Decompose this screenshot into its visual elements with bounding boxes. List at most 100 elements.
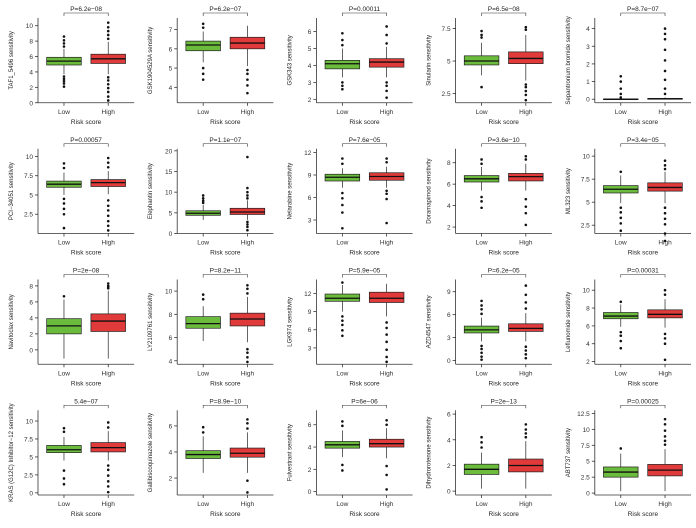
x-tick-label: High [102,109,116,116]
box-high [229,418,266,494]
outlier-point [385,42,388,45]
outlier-point [385,321,388,324]
y-tick-label: 10 [583,288,591,295]
outlier-point [385,340,388,344]
x-axis-label: Risk score [628,250,659,257]
outlier-point [619,339,623,343]
x-tick-label: High [658,240,672,247]
outlier-point [201,194,205,197]
p-value-label: P=8.2e−11 [210,268,242,275]
box-low [185,293,221,342]
iqr-box [368,291,405,303]
outlier-point [341,191,344,195]
outlier-point [480,158,483,161]
y-tick-label: 6 [29,54,33,61]
y-axis-label: Nelarabine sensitivity [287,163,293,220]
outlier-point [341,420,344,423]
y-tick-label: 10 [583,427,591,434]
outlier-point [619,334,623,338]
outlier-point [62,212,66,216]
y-tick-label: 2.5 [24,472,33,479]
p-value-label: P=7.6e−05 [349,137,381,144]
outlier-point [619,170,623,174]
panel-19: 0 2 4 6 Dihydrorotenone sensitivity Low High Ri… [427,398,552,518]
outlier-point [201,431,205,434]
y-tick-label: 15 [165,169,173,176]
outlier-point [341,424,344,428]
y-axis-label: GSK1904529A sensitivity [148,27,154,94]
x-tick-label: High [241,109,255,116]
y-tick-label: 4 [29,69,33,76]
x-tick-label: High [241,370,255,377]
y-tick-label: 2 [29,331,33,338]
outlier-point [524,307,528,310]
y-tick-label: 5 [586,200,590,207]
y-tick-label: 7.5 [581,177,590,184]
outlier-point [663,167,667,171]
outlier-point [663,222,667,226]
outlier-point [663,443,667,446]
outlier-point [524,83,528,86]
y-tick-label: 6 [447,312,451,319]
outlier-point [246,228,249,232]
outlier-point [480,351,483,355]
x-tick-label: Low [336,109,348,116]
box-high [647,27,683,100]
y-tick-label: 5 [447,59,451,66]
outlier-point [480,446,483,449]
outlier-point [480,307,483,311]
outlier-point [62,426,66,430]
y-tick-label: 2.5 [24,212,33,219]
outlier-point [524,435,528,439]
outlier-point [385,160,388,164]
y-tick-label: 5 [29,454,33,461]
y-axis-label: Elephantin sensitivity [148,163,154,219]
outlier-point [619,80,623,83]
y-tick-label: 0 [29,347,33,354]
x-tick-label: Low [615,240,627,247]
outlier-point [106,29,110,33]
panel-16: 0 2.5 5 7.5 10 KRAS (G12C) Inhibitor−12 sensi… [9,398,135,518]
outlier-point [619,74,623,78]
outlier-point [480,441,483,444]
outlier-point [524,301,528,304]
outlier-point [663,342,667,346]
x-tick-label: Low [197,240,209,247]
y-tick-label: 2 [29,85,33,92]
p-value-label: P=0.00025 [627,398,659,405]
outlier-point [201,425,205,429]
outlier-point [106,79,110,82]
outlier-point [246,220,249,224]
significance-bracket [202,404,248,409]
outlier-point [385,464,388,468]
outlier-point [106,95,110,98]
outlier-point [385,81,388,84]
y-tick-label: 7.5 [24,436,33,443]
outlier-point [62,207,66,211]
y-tick-label: 2 [308,97,312,104]
significance-bracket [481,274,527,278]
outlier-point [341,329,344,332]
outlier-point [619,92,623,96]
outlier-point [201,22,205,26]
outlier-point [106,426,110,429]
p-value-label: P=5.9e−05 [349,268,381,275]
p-value-label: P=6.2e−07 [209,6,241,13]
outlier-point [480,304,483,307]
box-low [324,420,361,472]
x-axis-label: Risk score [210,380,241,387]
p-value-label: P=6.5e−08 [488,6,520,13]
outlier-point [341,281,344,284]
x-tick-label: High [380,240,394,247]
box-high [647,417,683,492]
outlier-point [619,300,623,304]
significance-bracket [342,274,387,278]
y-tick-label: 0 [447,489,451,496]
significance-bracket [620,12,666,16]
y-tick-label: 10 [26,419,34,426]
box-high [90,21,126,102]
x-tick-label: High [380,109,394,116]
outlier-point [201,293,205,296]
